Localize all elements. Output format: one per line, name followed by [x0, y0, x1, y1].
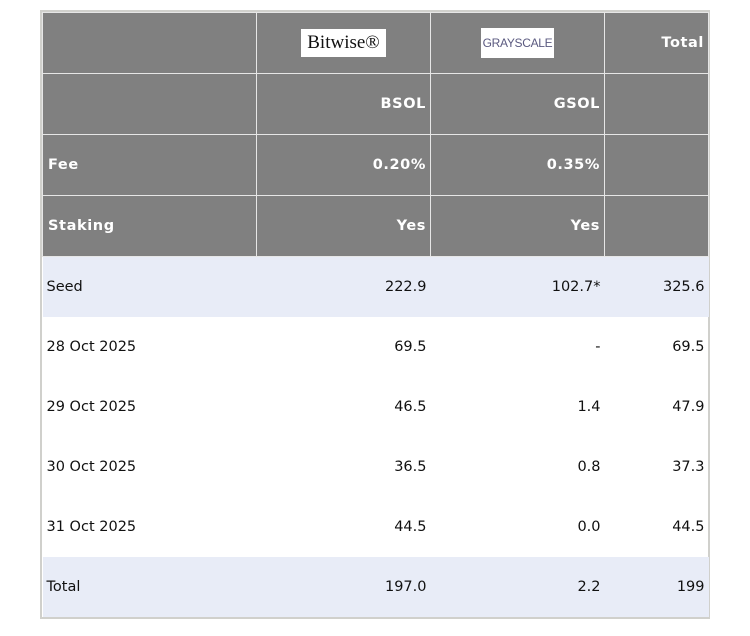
cell-value: 325.6: [604, 256, 709, 317]
staking: Yes: [430, 195, 605, 257]
cell-value: 1.4: [577, 399, 601, 415]
logo-cell: GRAYSCALE: [430, 12, 605, 74]
row-label: 28 Oct 2025: [46, 339, 137, 355]
cell-value: 69.5: [672, 339, 705, 355]
empty-cell: [604, 195, 709, 257]
cell-value: 0.0: [577, 519, 601, 535]
empty-cell: [604, 134, 709, 196]
fee-row: Fee 0.20% 0.35%: [42, 134, 709, 196]
table-frame: Bitwise® GRAYSCALE Total BSOL GSOL Fee 0…: [40, 10, 710, 619]
ticker: BSOL: [256, 73, 431, 135]
data-row: 30 Oct 2025 36.5 0.8 37.3: [43, 437, 709, 497]
cell-value: 222.9: [256, 256, 431, 317]
data-row: Seed 222.9 102.7* 325.6: [42, 256, 709, 317]
row-label: Seed: [42, 256, 257, 317]
cell-value: 37.3: [672, 459, 705, 475]
cell-value: 0.8: [577, 459, 601, 475]
row-label: Total: [42, 557, 257, 617]
row-label: 29 Oct 2025: [46, 399, 137, 415]
cell-value: 46.5: [394, 399, 427, 415]
cell-value: -: [595, 339, 601, 355]
data-row: 29 Oct 2025 46.5 1.4 47.9: [43, 377, 709, 437]
staking-row: Staking Yes Yes: [42, 195, 709, 257]
cell-value: 47.9: [672, 399, 705, 415]
cell-value: 44.5: [394, 519, 427, 535]
row-label: Fee: [42, 134, 257, 196]
cell-value: 69.5: [394, 339, 427, 355]
empty-cell: [42, 12, 257, 74]
grayscale-logo: GRAYSCALE: [480, 28, 555, 58]
logo-row: Bitwise® GRAYSCALE Total: [42, 12, 709, 74]
bitwise-logo: Bitwise®: [301, 29, 386, 57]
data-row: 28 Oct 2025 69.5 - 69.5: [43, 317, 709, 377]
row-label: Staking: [42, 195, 257, 257]
fee: 0.35%: [430, 134, 605, 196]
cell-value: 199: [604, 557, 709, 617]
flows-table: Bitwise® GRAYSCALE Total BSOL GSOL Fee 0…: [42, 12, 709, 617]
cell-value: 2.2: [430, 557, 605, 617]
cell-value: 44.5: [672, 519, 705, 535]
ticker: GSOL: [430, 73, 605, 135]
logo-cell: Bitwise®: [256, 12, 431, 74]
staking: Yes: [256, 195, 431, 257]
empty-cell: [42, 73, 257, 135]
row-label: 30 Oct 2025: [46, 459, 137, 475]
cell-value: 102.7*: [430, 256, 605, 317]
fee: 0.20%: [256, 134, 431, 196]
cell-value: 36.5: [394, 459, 427, 475]
data-row: Total 197.0 2.2 199: [42, 557, 709, 617]
ticker-row: BSOL GSOL: [42, 73, 709, 135]
empty-cell: [604, 73, 709, 135]
row-label: 31 Oct 2025: [46, 519, 137, 535]
total-header: Total: [604, 12, 709, 74]
data-row: 31 Oct 2025 44.5 0.0 44.5: [43, 497, 709, 557]
cell-value: 197.0: [256, 557, 431, 617]
